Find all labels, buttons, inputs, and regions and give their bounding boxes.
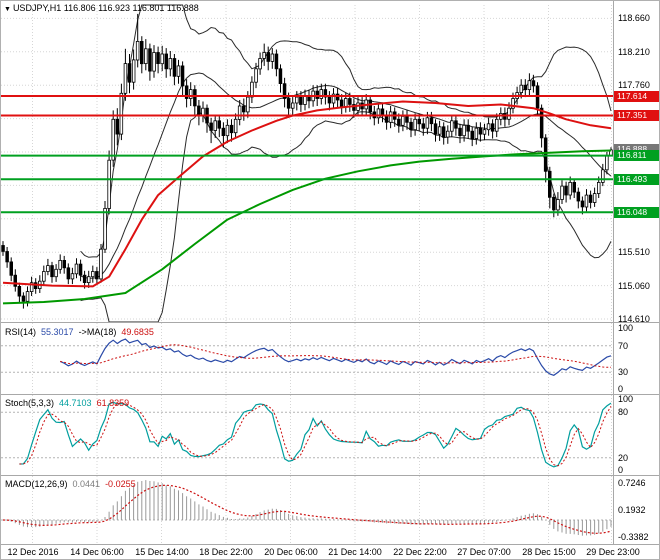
chart-canvas[interactable] — [1, 1, 660, 560]
mt4-chart-window: ▼ USDJPY,H1 116.806 116.923 116.801 116.8… — [0, 0, 660, 560]
